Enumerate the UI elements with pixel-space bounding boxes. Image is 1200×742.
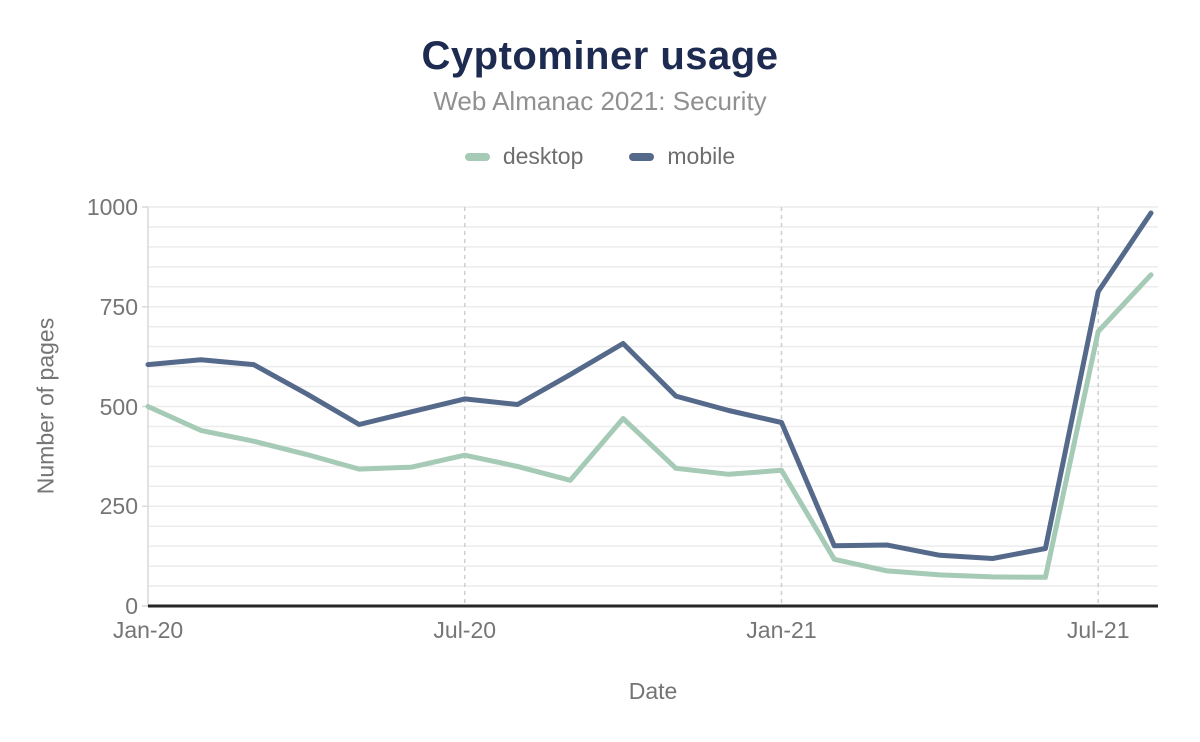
- y-axis-title: Number of pages: [32, 317, 59, 495]
- legend-item-mobile: mobile: [629, 143, 735, 170]
- desktop-series-swatch: [464, 152, 490, 161]
- legend-label-desktop: desktop: [502, 143, 584, 169]
- mobile-series-swatch: [629, 152, 655, 161]
- desktop-series-line: [145, 272, 1154, 580]
- mobile-series-line: [145, 210, 1154, 561]
- chart-legend: desktop mobile: [0, 143, 1200, 170]
- chart-subtitle: Web Almanac 2021: Security: [433, 86, 767, 116]
- x-axis-title: Date: [628, 678, 678, 704]
- legend-item-desktop: desktop: [464, 143, 584, 170]
- legend-label-mobile: mobile: [667, 143, 736, 169]
- chart-title: Cyptominer usage: [421, 34, 779, 78]
